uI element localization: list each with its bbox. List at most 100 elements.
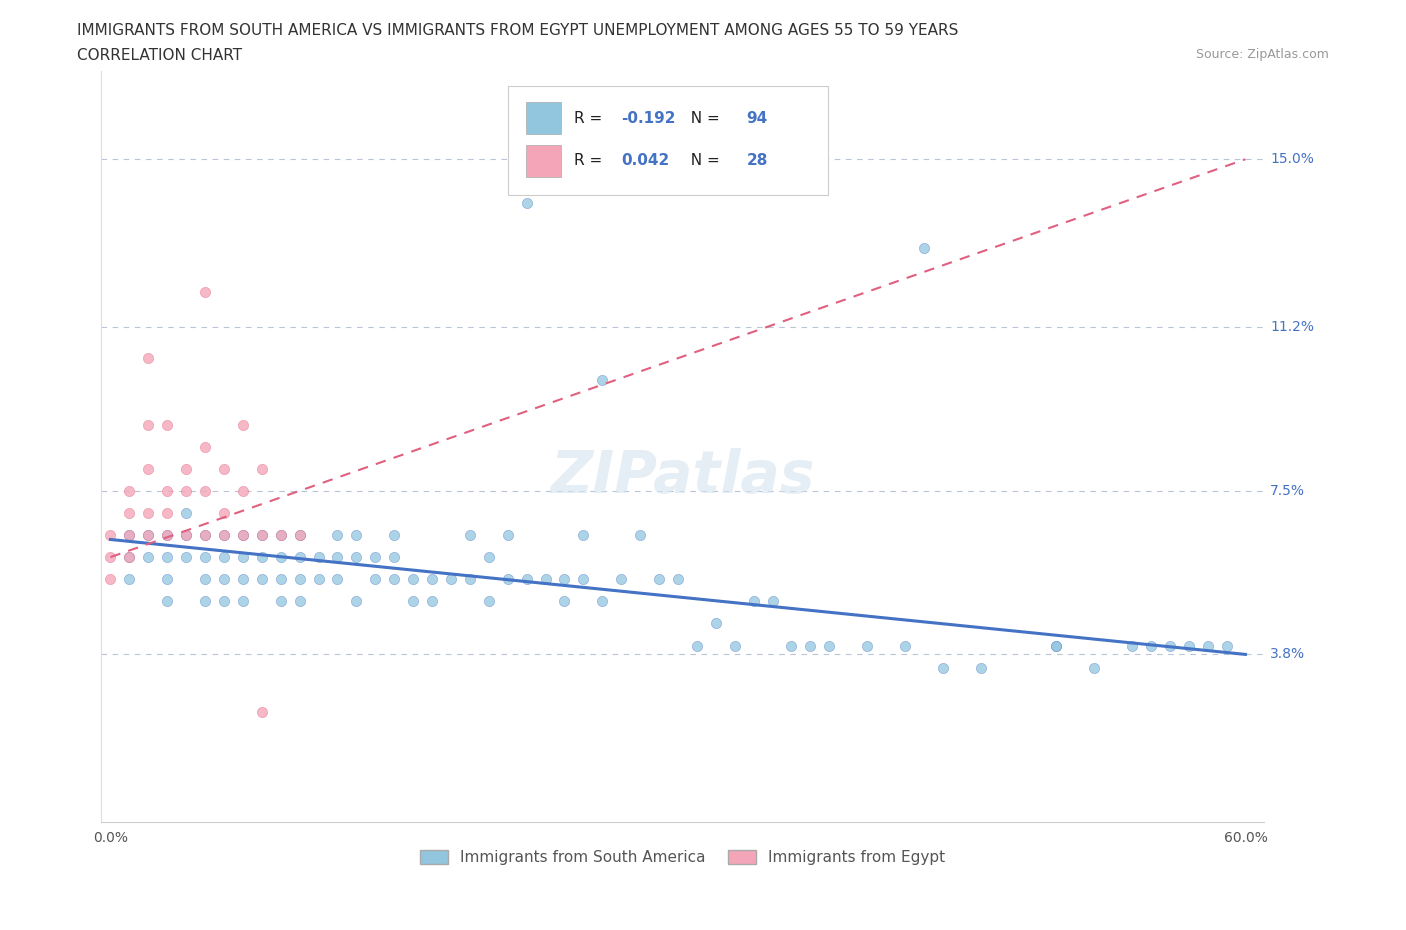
Point: [761, 594, 783, 609]
Point: [344, 527, 367, 542]
Point: [382, 527, 405, 542]
Point: [270, 527, 292, 542]
Point: [232, 527, 254, 542]
Text: 7.5%: 7.5%: [1270, 484, 1305, 498]
Point: [118, 506, 141, 521]
Point: [118, 572, 141, 587]
Point: [174, 506, 197, 521]
Text: 94: 94: [747, 111, 768, 126]
Text: ZIPatlas: ZIPatlas: [550, 448, 815, 505]
Point: [100, 527, 122, 542]
Point: [856, 638, 879, 653]
Point: [136, 461, 159, 476]
Point: [420, 594, 443, 609]
Point: [326, 572, 349, 587]
Point: [382, 572, 405, 587]
Point: [232, 484, 254, 498]
Point: [156, 527, 179, 542]
Point: [894, 638, 917, 653]
Point: [232, 527, 254, 542]
Text: CORRELATION CHART: CORRELATION CHART: [77, 48, 242, 63]
Point: [969, 660, 991, 675]
Point: [534, 572, 557, 587]
Point: [250, 527, 273, 542]
Point: [648, 572, 671, 587]
Point: [118, 550, 141, 565]
Point: [232, 417, 254, 432]
Point: [382, 550, 405, 565]
Point: [516, 196, 538, 211]
Point: [156, 527, 179, 542]
Point: [288, 527, 311, 542]
Point: [174, 527, 197, 542]
Point: [478, 550, 501, 565]
Point: [364, 550, 387, 565]
Point: [496, 527, 519, 542]
Point: [194, 484, 217, 498]
Point: [156, 594, 179, 609]
Point: [440, 572, 463, 587]
Point: [232, 572, 254, 587]
Point: [326, 550, 349, 565]
Point: [250, 704, 273, 719]
Point: [194, 550, 217, 565]
Point: [156, 550, 179, 565]
Point: [194, 594, 217, 609]
Point: [250, 572, 273, 587]
Point: [1045, 638, 1067, 653]
Point: [1083, 660, 1105, 675]
Text: 11.2%: 11.2%: [1270, 320, 1315, 334]
Point: [1177, 638, 1199, 653]
Text: N =: N =: [682, 153, 725, 168]
FancyBboxPatch shape: [526, 102, 561, 134]
Point: [288, 527, 311, 542]
Point: [250, 550, 273, 565]
Point: [174, 484, 197, 498]
Point: [666, 572, 689, 587]
Point: [628, 527, 651, 542]
Point: [402, 594, 425, 609]
Point: [212, 527, 235, 542]
Point: [194, 285, 217, 299]
Point: [496, 572, 519, 587]
Text: R =: R =: [575, 153, 607, 168]
Point: [610, 572, 633, 587]
Point: [136, 527, 159, 542]
Point: [364, 572, 387, 587]
Point: [118, 550, 141, 565]
Point: [458, 527, 481, 542]
Text: R =: R =: [575, 111, 607, 126]
Point: [742, 594, 765, 609]
Point: [212, 550, 235, 565]
Point: [478, 594, 501, 609]
Text: Source: ZipAtlas.com: Source: ZipAtlas.com: [1195, 48, 1329, 61]
Point: [250, 461, 273, 476]
Point: [136, 506, 159, 521]
Text: 15.0%: 15.0%: [1270, 153, 1313, 166]
Point: [270, 527, 292, 542]
Point: [288, 550, 311, 565]
Point: [118, 527, 141, 542]
Point: [270, 550, 292, 565]
Point: [912, 240, 935, 255]
Point: [212, 506, 235, 521]
Point: [818, 638, 841, 653]
Point: [232, 594, 254, 609]
Point: [553, 594, 575, 609]
Point: [344, 550, 367, 565]
Point: [553, 572, 575, 587]
Text: 0.042: 0.042: [621, 153, 669, 168]
Point: [420, 572, 443, 587]
Point: [232, 550, 254, 565]
Point: [136, 550, 159, 565]
Point: [174, 461, 197, 476]
Point: [136, 417, 159, 432]
Point: [591, 373, 613, 388]
Text: 3.8%: 3.8%: [1270, 647, 1305, 661]
Point: [288, 594, 311, 609]
Point: [326, 527, 349, 542]
Point: [136, 351, 159, 365]
Point: [1197, 638, 1219, 653]
Point: [194, 572, 217, 587]
Point: [212, 572, 235, 587]
